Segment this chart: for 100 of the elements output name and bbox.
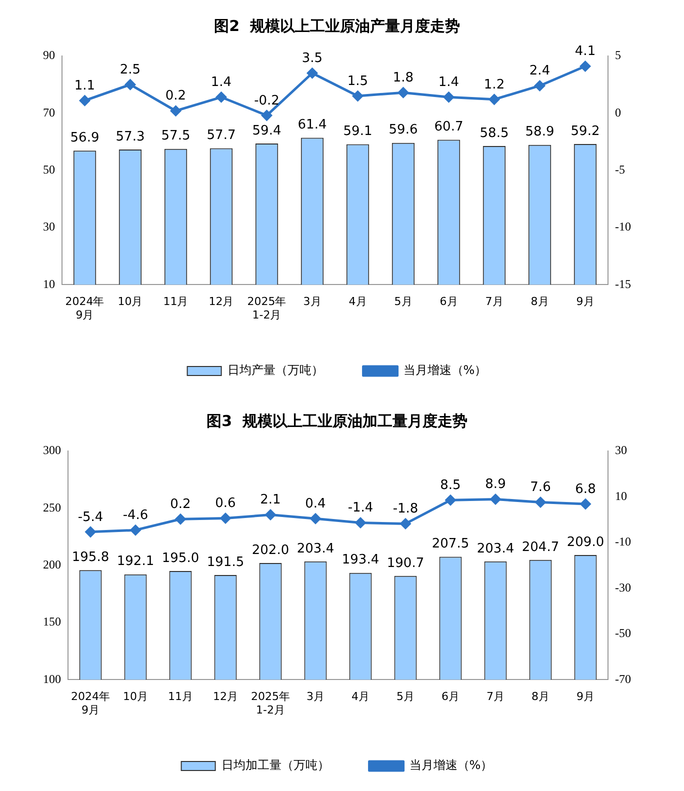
data-label: 58.9	[525, 124, 554, 140]
legend-label: 日均产量（万吨）	[227, 363, 324, 378]
y-tick-label: 10	[43, 276, 55, 291]
data-label: 59.6	[388, 122, 418, 138]
data-label: 7.6	[530, 480, 551, 496]
y2-tick-label: -30	[615, 580, 632, 594]
point	[265, 510, 276, 520]
y-tick-label: 70	[43, 105, 55, 120]
y2-tick-label: -50	[615, 626, 632, 640]
x-tick-label: 5月	[394, 295, 412, 308]
y-tick-label: 150	[43, 614, 61, 629]
legend-label: 当月增速（%）	[403, 363, 487, 378]
x-tick-label: 10月	[123, 690, 148, 704]
legend-label: 日均加工量（万吨）	[221, 758, 330, 772]
data-label: 57.3	[116, 129, 145, 144]
data-label: -5.4	[78, 510, 104, 525]
x-tick-label: 8月	[530, 295, 549, 308]
point	[216, 92, 226, 102]
data-label: -0.2	[254, 93, 280, 108]
y2-tick-label: 0	[615, 105, 622, 120]
data-label: -1.8	[392, 502, 418, 517]
data-label: 60.7	[434, 120, 464, 135]
legend-label: 当月增速（%）	[409, 758, 493, 772]
y-tick-label: 100	[43, 672, 61, 686]
x-tick-label: 4月	[348, 295, 367, 308]
data-label: 0.2	[170, 497, 191, 512]
x-tick-label: 3月	[303, 295, 322, 308]
data-label: 8.5	[440, 478, 461, 494]
data-label: -4.6	[122, 508, 148, 523]
data-label: 8.9	[485, 477, 506, 492]
point	[535, 496, 546, 508]
y2-tick-label: -10	[615, 534, 632, 549]
data-label: 59.4	[252, 123, 282, 138]
x-tick-label: 5月	[396, 690, 414, 704]
x-tick-label: 12月	[208, 295, 234, 308]
point	[355, 518, 366, 528]
y2-tick-label: -15	[615, 276, 632, 291]
data-label: 59.2	[570, 124, 600, 139]
x-tick-label: 6月	[440, 295, 458, 308]
data-label: 0.2	[165, 88, 186, 104]
data-label: 2.1	[260, 492, 281, 508]
point	[85, 526, 96, 538]
point	[580, 61, 591, 72]
y2-tick-label: -70	[615, 672, 632, 686]
y-tick-label: 250	[43, 500, 61, 514]
point	[352, 90, 363, 102]
x-tick-label: 7月	[486, 690, 505, 704]
data-label: 190.7	[386, 556, 424, 571]
data-label: 0.6	[215, 496, 236, 512]
chart-title: 图2 规模以上工业原油产量月度走势	[214, 16, 460, 35]
y-tick-label: 90	[43, 48, 55, 62]
point	[80, 95, 90, 106]
data-label: 0.4	[305, 496, 326, 512]
y2-tick-label: 10	[615, 488, 628, 503]
data-label: 1.4	[438, 75, 460, 90]
point	[490, 494, 501, 504]
data-label: -1.4	[348, 500, 374, 516]
data-label: 191.5	[206, 554, 244, 570]
point	[125, 79, 136, 90]
point	[310, 513, 321, 524]
x-tick-label: 9月	[576, 295, 594, 308]
point	[489, 94, 500, 105]
y-tick-label: 50	[43, 162, 55, 176]
data-label: 202.0	[252, 542, 290, 558]
data-label: 192.1	[116, 554, 154, 570]
data-label: 1.8	[392, 70, 414, 86]
point	[534, 80, 546, 91]
data-label: 204.7	[522, 540, 560, 555]
x-tick-label: 6月	[442, 690, 460, 704]
y-tick-label: 200	[43, 557, 61, 572]
point	[398, 87, 409, 98]
data-label: 1.1	[74, 78, 96, 94]
data-label: 4.1	[574, 44, 596, 60]
data-label: 2.4	[529, 64, 550, 79]
data-label: 203.4	[476, 541, 514, 556]
data-label: 58.5	[480, 126, 509, 141]
y-tick-label: 30	[43, 220, 55, 234]
data-label: 61.4	[298, 118, 327, 133]
y2-tick-label: 5	[615, 48, 622, 62]
data-label: 209.0	[566, 534, 604, 550]
y-tick-label: 300	[43, 443, 61, 458]
data-label: 1.4	[210, 75, 232, 90]
point	[444, 92, 454, 102]
point	[262, 110, 272, 121]
y2-tick-label: 30	[615, 443, 628, 458]
x-tick-label: 4月	[352, 690, 370, 704]
data-label: 1.5	[347, 74, 368, 89]
data-label: 203.4	[296, 541, 334, 556]
x-tick-label: 9月	[576, 690, 595, 704]
data-label: 57.5	[161, 128, 190, 144]
x-tick-label: 8月	[532, 690, 550, 704]
data-label: 2.5	[120, 62, 141, 78]
x-tick-label: 7月	[485, 295, 504, 308]
x-tick-label: 2024年 9月	[65, 295, 104, 322]
x-tick-label: 11月	[168, 690, 193, 704]
y2-tick-label: -5	[615, 162, 626, 176]
data-label: 1.2	[484, 77, 505, 92]
data-label: 207.5	[432, 536, 470, 552]
data-label: 3.5	[302, 51, 323, 66]
point	[307, 68, 318, 78]
